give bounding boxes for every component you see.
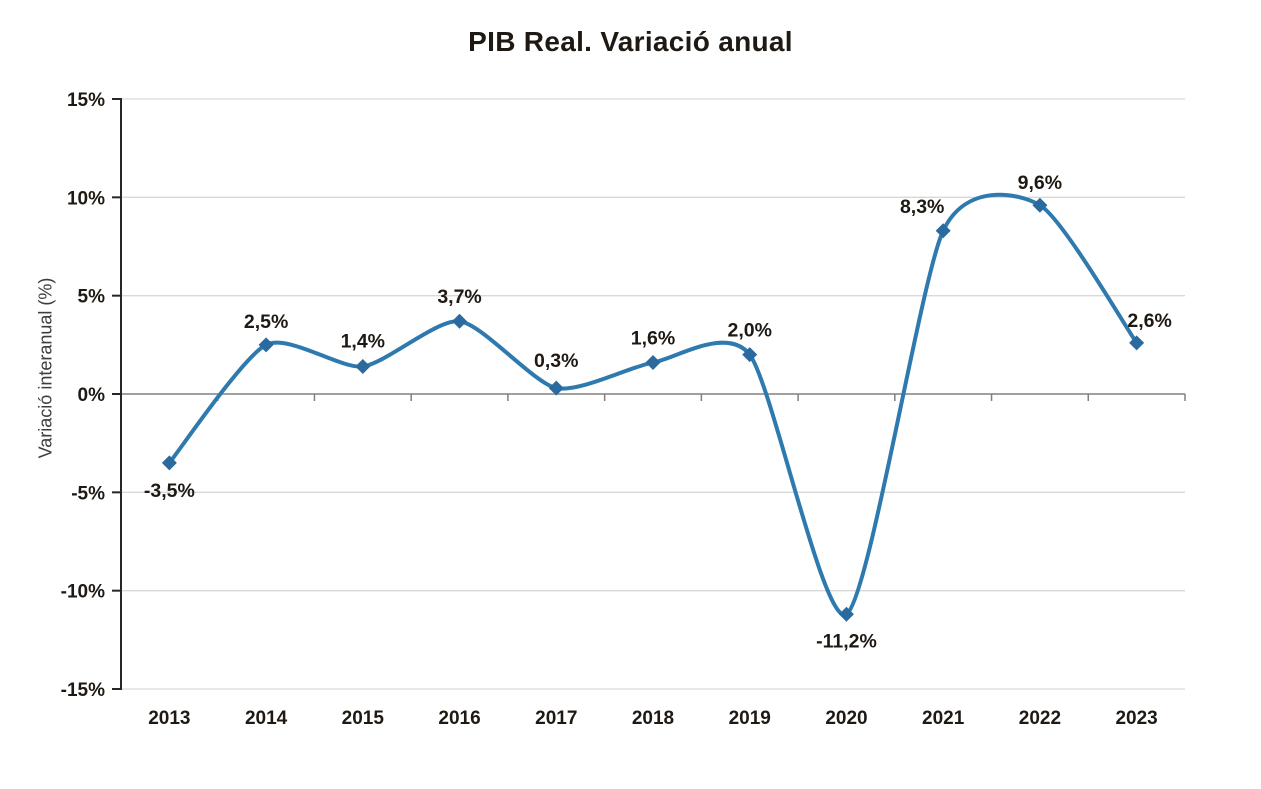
data-point-marker (935, 223, 951, 239)
data-point-marker (1032, 197, 1048, 213)
data-label: 2,5% (244, 311, 288, 333)
x-tick-label: 2022 (1019, 708, 1061, 729)
data-label: 3,7% (437, 286, 481, 308)
x-tick-label: 2013 (148, 708, 190, 729)
x-tick-label: 2016 (438, 708, 480, 729)
data-label: 9,6% (1018, 172, 1062, 194)
y-tick-label: -5% (71, 483, 105, 504)
y-tick-label: 10% (67, 188, 105, 209)
data-point-marker (838, 606, 854, 622)
y-tick-label: -10% (61, 582, 105, 603)
data-point-marker (161, 455, 177, 471)
data-label: -11,2% (816, 630, 877, 652)
x-tick-label: 2021 (922, 708, 965, 729)
data-label: 8,3% (900, 196, 944, 218)
data-label: -3,5% (144, 480, 195, 502)
x-tick-label: 2017 (535, 708, 577, 729)
data-label: 1,6% (631, 328, 675, 350)
data-point-marker (452, 313, 468, 329)
data-point-marker (645, 355, 661, 371)
x-tick-label: 2020 (825, 708, 867, 729)
chart-title: PIB Real. Variació anual (468, 26, 793, 57)
data-point-marker (548, 380, 564, 396)
data-label: 2,6% (1127, 310, 1171, 332)
data-label: 1,4% (341, 330, 385, 352)
data-label: 0,3% (534, 350, 578, 372)
data-point-marker (1129, 335, 1145, 351)
x-tick-label: 2018 (632, 708, 674, 729)
y-tick-label: 15% (67, 90, 105, 111)
y-tick-label: 0% (78, 385, 106, 406)
data-point-marker (355, 358, 371, 374)
data-point-marker (258, 337, 274, 353)
x-tick-label: 2014 (245, 708, 288, 729)
data-line (167, 192, 1139, 617)
x-tick-label: 2015 (342, 708, 385, 729)
y-tick-label: -15% (61, 680, 105, 701)
data-point-marker (742, 347, 758, 363)
x-tick-label: 2023 (1115, 708, 1157, 729)
x-tick-label: 2019 (729, 708, 771, 729)
data-label: 2,0% (728, 320, 772, 342)
y-tick-label: 5% (78, 287, 106, 308)
